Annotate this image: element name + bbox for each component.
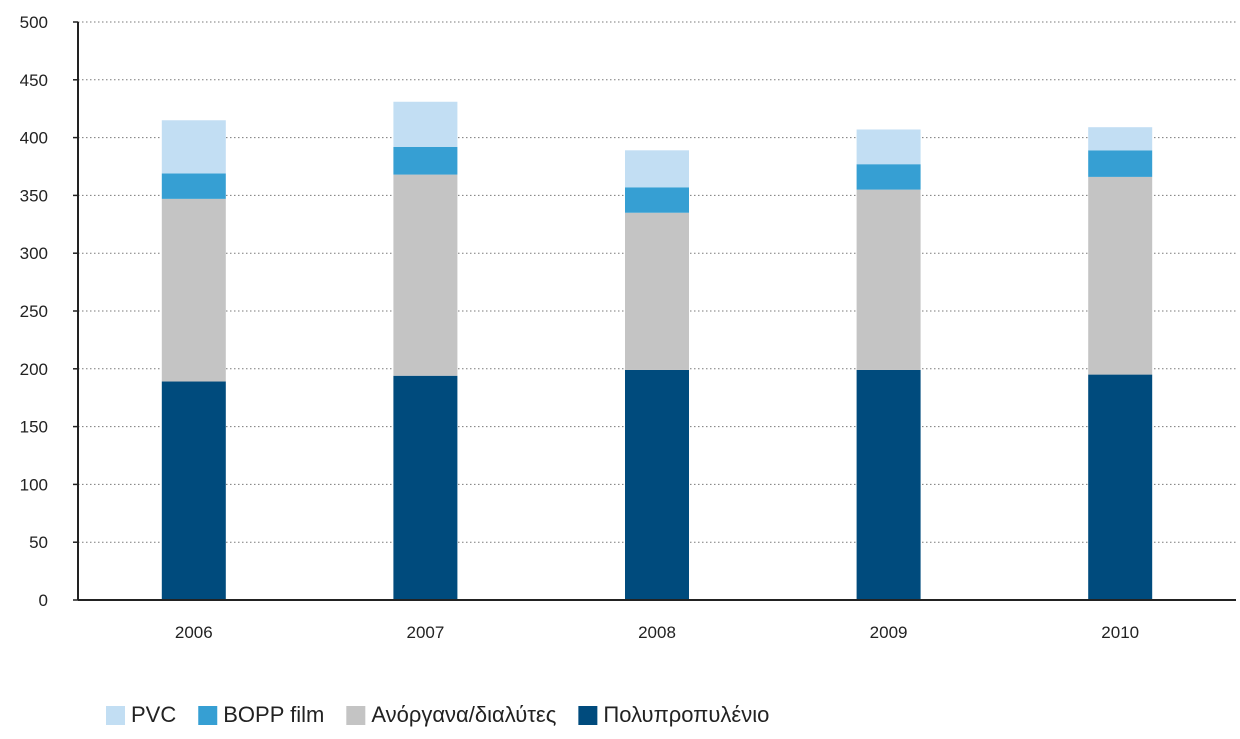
x-tick-label-2007: 2007: [406, 623, 444, 642]
x-tick-label-2010: 2010: [1101, 623, 1139, 642]
bar-segment-2009-s1: [856, 189, 921, 370]
bar-segment-2009-s2: [856, 164, 921, 190]
legend-swatch-1: [198, 706, 218, 725]
y-tick-label: 150: [20, 418, 48, 437]
bar-segment-2009-s3: [856, 129, 921, 165]
bar-segment-2010-s2: [1088, 150, 1153, 177]
y-tick-label: 300: [20, 244, 48, 263]
legend-swatch-0: [106, 706, 125, 725]
bar-segment-2010-s1: [1088, 176, 1153, 375]
y-tick-label: 500: [20, 13, 48, 32]
bar-segment-2006-s3: [161, 120, 226, 174]
y-tick-label: 200: [20, 360, 48, 379]
bar-segment-2007-s0: [393, 375, 458, 600]
bar-segment-2006-s1: [161, 198, 226, 382]
legend-label-0: PVC: [131, 702, 176, 727]
legend: PVC BOPP film Ανόργανα/διαλύτες Πολυπροπυλέ…: [106, 702, 769, 727]
bars: [161, 101, 1153, 600]
legend-swatch-3: [578, 706, 598, 725]
x-tick-label-2009: 2009: [870, 623, 908, 642]
axes: [77, 22, 1236, 601]
y-tick-label: 50: [29, 533, 48, 552]
y-tick-label: 350: [20, 186, 48, 205]
bar-segment-2007-s2: [393, 146, 458, 175]
y-tick-label: 400: [20, 129, 48, 148]
legend-swatch-2: [346, 706, 366, 725]
x-tick-label-2006: 2006: [175, 623, 213, 642]
y-axis-ticks: 0 50 100 150 200 250 300 350 400 450 500: [20, 13, 78, 610]
legend-label-1: BOPP film: [223, 702, 324, 727]
legend-label-3: Πολυπροπυλένιο: [603, 702, 769, 727]
bar-segment-2007-s1: [393, 174, 458, 376]
bar-segment-2010-s0: [1088, 374, 1153, 600]
y-tick-label: 450: [20, 71, 48, 90]
y-tick-label: 250: [20, 302, 48, 321]
x-tick-label-2008: 2008: [638, 623, 676, 642]
y-tick-label: 100: [20, 475, 48, 494]
bar-segment-2009-s0: [856, 369, 921, 600]
bar-segment-2010-s3: [1088, 127, 1153, 151]
bar-segment-2007-s3: [393, 101, 458, 147]
bar-segment-2006-s0: [161, 381, 226, 600]
bar-segment-2006-s2: [161, 173, 226, 199]
bar-segment-2008-s1: [625, 212, 689, 370]
bar-segment-2008-s0: [625, 369, 689, 600]
bar-segment-2008-s2: [625, 187, 689, 213]
y-tick-label: 0: [39, 591, 48, 610]
gridlines: [78, 21, 1236, 543]
x-axis-ticks: 2006 2007 2008 2009 2010: [175, 623, 1139, 642]
bar-segment-2008-s3: [625, 150, 689, 188]
legend-label-2: Ανόργανα/διαλύτες: [371, 702, 556, 727]
